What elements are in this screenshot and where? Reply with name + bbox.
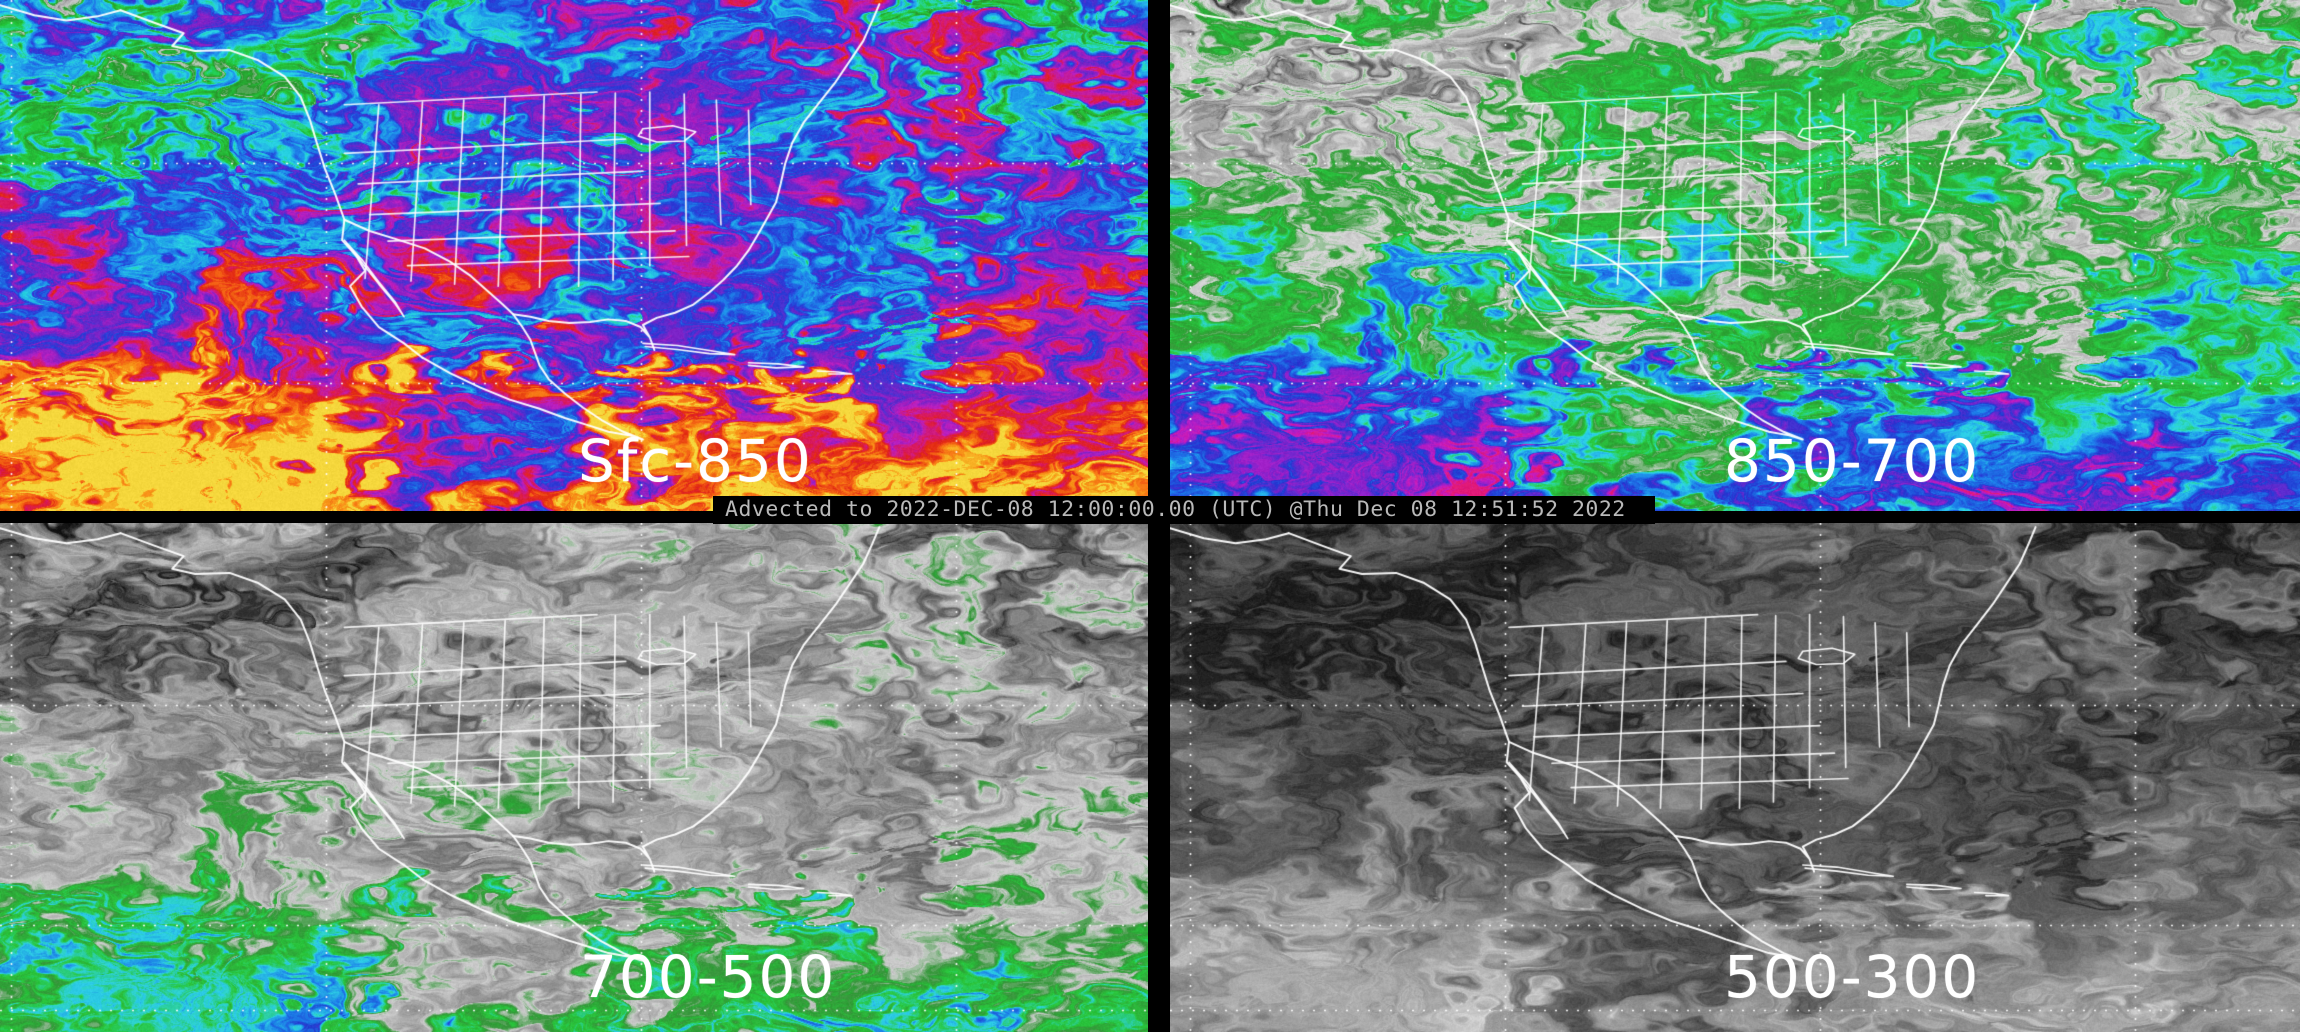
satellite-image-sfc-850 (0, 0, 1148, 511)
panel-850-700[interactable]: 850-700 (1170, 0, 2300, 511)
panel-500-300[interactable]: 500-300 (1170, 523, 2300, 1032)
timestamp-text: Advected to 2022-DEC-08 12:00:00.00 (UTC… (725, 497, 1626, 523)
satellite-image-700-500 (0, 523, 1148, 1032)
satellite-image-500-300 (1170, 523, 2300, 1032)
panel-sfc-850[interactable]: Sfc-850 (0, 0, 1148, 511)
timestamp-banner: Advected to 2022-DEC-08 12:00:00.00 (UTC… (713, 496, 1655, 524)
satellite-image-850-700 (1170, 0, 2300, 511)
panel-700-500[interactable]: 700-500 (0, 523, 1148, 1032)
